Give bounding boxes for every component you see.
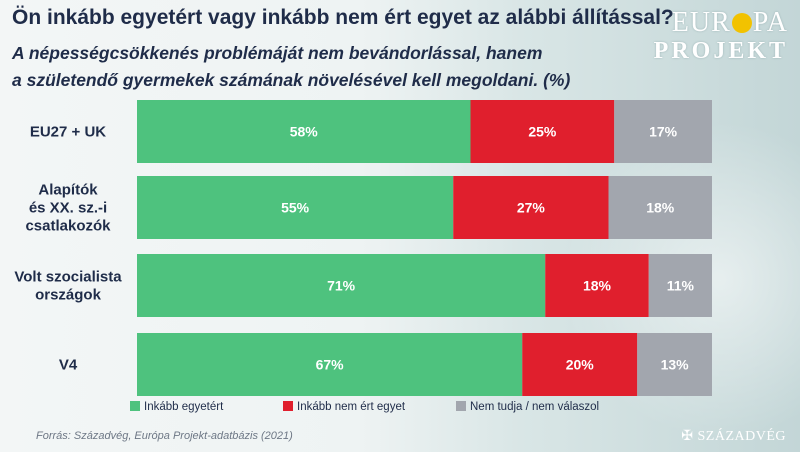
data-label-disagree: 25% [528,124,557,140]
legend-swatch-agree [130,401,140,411]
category-label: Volt szocialista országok [14,269,122,304]
bar-segment-agree [137,333,523,396]
data-label-disagree: 27% [517,200,546,216]
statement-line-1: A népességcsökkenés problémáját nem bevá… [12,43,543,63]
category-label: V4 [59,357,78,374]
bar-segment-unknown [637,333,712,396]
data-label-disagree: 18% [583,278,612,294]
chart-statement: A népességcsökkenés problémáját nem bevá… [12,40,570,94]
data-label-agree: 58% [290,124,319,140]
europa-projekt-logo: EUR PA PROJEKT [628,8,788,70]
source-note: Forrás: Századvég, Európa Projekt-adatbá… [36,430,293,442]
statement-line-2: a születendő gyermekek számának növelésé… [12,70,571,90]
data-label-unknown: 11% [667,278,695,294]
logo-line-2: PROJEKT [653,38,788,64]
bar-segment-unknown [608,176,712,239]
data-label-agree: 55% [281,200,310,216]
legend-item-disagree: Inkább nem ért egyet [283,401,405,413]
bar-segment-disagree [453,176,609,239]
legend-item-agree: Inkább egyetért [130,401,223,413]
bar-segment-agree [137,254,546,317]
bar-segment-unknown [614,100,712,163]
bar-segment-agree [137,176,454,239]
data-label-unknown: 18% [646,200,675,216]
data-label-agree: 71% [327,278,356,294]
data-label-unknown: 13% [661,357,690,373]
data-label-unknown: 17% [649,124,678,140]
bar-segment-unknown [648,254,712,317]
bar-segment-disagree [545,254,649,317]
bar-segment-agree [137,100,471,163]
category-label: Alapítók és XX. sz.-i csatlakozók [25,182,111,235]
category-label: EU27 + UK [30,124,106,141]
legend-item-unknown: Nem tudja / nem válaszol [456,401,599,413]
legend-swatch-disagree [283,401,293,411]
bar-segment-disagree [522,333,638,396]
logo-dot-icon [731,13,752,33]
legend-swatch-unknown [456,401,466,411]
bar-segment-disagree [470,100,615,163]
szazadveg-brand: ✠ SZÁZADVÉG [681,429,786,444]
data-label-agree: 67% [316,357,345,373]
logo-line-1: EUR PA [671,7,788,38]
data-label-disagree: 20% [566,357,595,373]
chart-question: Ön inkább egyetért vagy inkább nem ért e… [12,6,674,29]
